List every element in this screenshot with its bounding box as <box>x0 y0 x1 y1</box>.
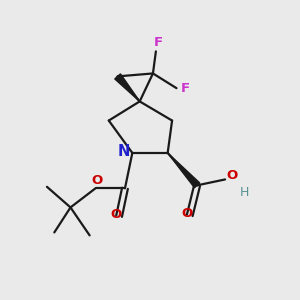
Text: O: O <box>181 207 192 220</box>
Polygon shape <box>168 153 200 188</box>
Text: F: F <box>154 36 163 49</box>
Text: O: O <box>110 208 122 221</box>
Polygon shape <box>115 74 140 101</box>
Text: H: H <box>239 186 249 199</box>
Text: O: O <box>92 173 103 187</box>
Text: F: F <box>181 82 190 95</box>
Text: O: O <box>227 169 238 182</box>
Text: N: N <box>117 144 130 159</box>
